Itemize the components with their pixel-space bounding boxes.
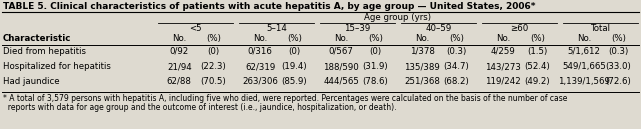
- Text: 188/590: 188/590: [324, 62, 359, 71]
- Text: 40–59: 40–59: [426, 24, 452, 33]
- Text: 62/88: 62/88: [167, 77, 192, 86]
- Text: 62/319: 62/319: [245, 62, 276, 71]
- Text: Total: Total: [590, 24, 610, 33]
- Text: 119/242: 119/242: [485, 77, 521, 86]
- Text: (1.5): (1.5): [527, 47, 547, 56]
- Text: TABLE 5. Clinical characteristics of patients with acute hepatitis A, by age gro: TABLE 5. Clinical characteristics of pat…: [3, 2, 535, 11]
- Text: (%): (%): [611, 34, 626, 43]
- Text: 15–39: 15–39: [344, 24, 370, 33]
- Text: 143/273: 143/273: [485, 62, 521, 71]
- Text: (68.2): (68.2): [444, 77, 469, 86]
- Text: (49.2): (49.2): [524, 77, 550, 86]
- Text: 263/306: 263/306: [242, 77, 278, 86]
- Text: (34.7): (34.7): [444, 62, 469, 71]
- Text: (22.3): (22.3): [201, 62, 226, 71]
- Text: 21/94: 21/94: [167, 62, 192, 71]
- Text: (52.4): (52.4): [524, 62, 550, 71]
- Text: No.: No.: [334, 34, 349, 43]
- Text: (0.3): (0.3): [446, 47, 467, 56]
- Text: 5–14: 5–14: [266, 24, 287, 33]
- Text: No.: No.: [496, 34, 510, 43]
- Text: 0/567: 0/567: [329, 47, 354, 56]
- Text: 5/1,612: 5/1,612: [568, 47, 601, 56]
- Text: (0): (0): [207, 47, 219, 56]
- Text: (85.9): (85.9): [281, 77, 307, 86]
- Text: (%): (%): [530, 34, 545, 43]
- Text: (78.6): (78.6): [362, 77, 388, 86]
- Text: 0/316: 0/316: [248, 47, 272, 56]
- Text: * A total of 3,579 persons with hepatitis A, including five who died, were repor: * A total of 3,579 persons with hepatiti…: [3, 94, 567, 103]
- Text: 0/92: 0/92: [170, 47, 189, 56]
- Text: <5: <5: [189, 24, 202, 33]
- Text: 4/259: 4/259: [491, 47, 515, 56]
- Text: No.: No.: [172, 34, 187, 43]
- Text: 1,139/1,569: 1,139/1,569: [558, 77, 610, 86]
- Text: (%): (%): [206, 34, 221, 43]
- Text: 444/565: 444/565: [323, 77, 359, 86]
- Text: (31.9): (31.9): [363, 62, 388, 71]
- Text: (0.3): (0.3): [608, 47, 628, 56]
- Text: (%): (%): [368, 34, 383, 43]
- Text: 1/378: 1/378: [410, 47, 435, 56]
- Text: No.: No.: [577, 34, 592, 43]
- Text: reports with data for age group and the outcome of interest (i.e., jaundice, hos: reports with data for age group and the …: [3, 103, 397, 112]
- Text: (%): (%): [287, 34, 302, 43]
- Text: 549/1,665: 549/1,665: [562, 62, 606, 71]
- Text: ≥60: ≥60: [510, 24, 529, 33]
- Text: (%): (%): [449, 34, 463, 43]
- Text: (70.5): (70.5): [201, 77, 226, 86]
- Text: (19.4): (19.4): [281, 62, 307, 71]
- Text: Had jaundice: Had jaundice: [3, 77, 60, 86]
- Text: No.: No.: [253, 34, 267, 43]
- Text: Hospitalized for hepatitis: Hospitalized for hepatitis: [3, 62, 111, 71]
- Text: Characteristic: Characteristic: [3, 34, 71, 43]
- Text: 251/368: 251/368: [404, 77, 440, 86]
- Text: (72.6): (72.6): [606, 77, 631, 86]
- Text: 135/389: 135/389: [404, 62, 440, 71]
- Text: Died from hepatitis: Died from hepatitis: [3, 47, 86, 56]
- Text: (0): (0): [288, 47, 301, 56]
- Text: (0): (0): [369, 47, 381, 56]
- Text: Age group (yrs): Age group (yrs): [363, 13, 431, 22]
- Text: No.: No.: [415, 34, 429, 43]
- Text: (33.0): (33.0): [606, 62, 631, 71]
